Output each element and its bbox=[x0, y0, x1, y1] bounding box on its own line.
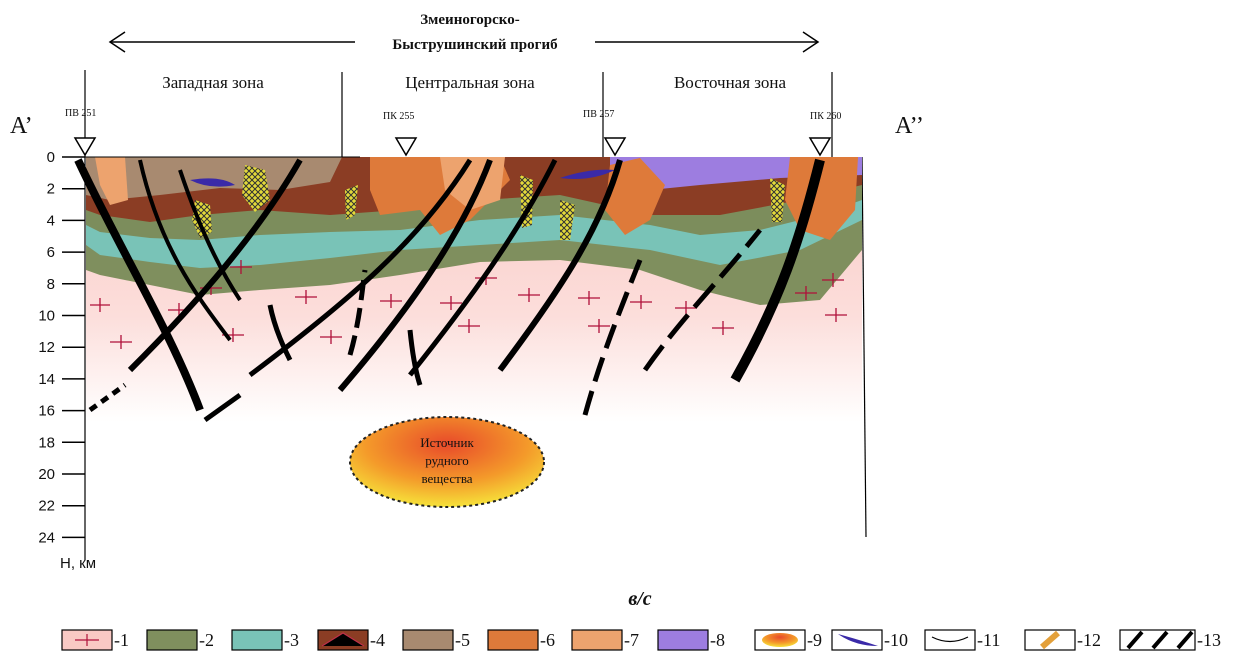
legend-label: -3 bbox=[284, 630, 299, 650]
axis-label: H, км bbox=[60, 555, 96, 572]
legend: -1 -2 -3 -4 -5 -6 -7 -8 -9 -10 -11 -12 -13 bbox=[114, 630, 1221, 650]
legend-label: -2 bbox=[199, 630, 214, 650]
tick-label: 8 bbox=[47, 276, 55, 293]
legend-label: -9 bbox=[807, 630, 822, 650]
station-label: ПК 260 bbox=[810, 111, 841, 122]
legend-label: -11 bbox=[977, 630, 1000, 650]
legend-label: -13 bbox=[1197, 630, 1221, 650]
source-label: вещества bbox=[421, 471, 472, 486]
legend-label: -8 bbox=[710, 630, 725, 650]
caption: в/с bbox=[628, 588, 651, 610]
tick-label: 2 bbox=[47, 181, 55, 198]
tick-label: 4 bbox=[47, 212, 55, 229]
source-label: Источник bbox=[420, 435, 474, 450]
legend-label: -4 bbox=[370, 630, 385, 650]
title-arrow bbox=[108, 31, 820, 53]
tick-label: 20 bbox=[38, 466, 55, 483]
tick-label: 18 bbox=[38, 434, 55, 451]
ore-source bbox=[349, 416, 545, 508]
tick-label: 14 bbox=[38, 371, 55, 388]
tick-label: 10 bbox=[38, 308, 55, 325]
station-label: ПК 255 bbox=[383, 111, 414, 122]
station-label: ПВ 251 bbox=[65, 108, 96, 119]
legend-label: -10 bbox=[884, 630, 908, 650]
tick-label: 0 bbox=[47, 149, 55, 166]
legend-label: -7 bbox=[624, 630, 639, 650]
tick-label: 24 bbox=[38, 529, 55, 546]
tick-label: 16 bbox=[38, 403, 55, 420]
profile-end: A’ bbox=[10, 113, 33, 139]
title: Быструшинский прогиб bbox=[392, 37, 557, 53]
legend-swatches bbox=[61, 629, 1196, 651]
zone-label: Западная зона bbox=[162, 73, 264, 92]
source-label: рудного bbox=[425, 453, 469, 468]
legend-label: -5 bbox=[455, 630, 470, 650]
profile-end: A’’ bbox=[895, 113, 924, 139]
geology bbox=[74, 156, 862, 423]
tick-label: 22 bbox=[38, 498, 55, 515]
station-markers bbox=[73, 137, 832, 157]
tick-label: 12 bbox=[38, 339, 55, 356]
zone-label: Центральная зона bbox=[405, 73, 535, 92]
legend-label: -6 bbox=[540, 630, 555, 650]
zone-label: Восточная зона bbox=[674, 73, 787, 92]
station-label: ПВ 257 bbox=[583, 109, 614, 120]
tick-label: 6 bbox=[47, 244, 55, 261]
legend-label: -12 bbox=[1077, 630, 1101, 650]
title: Змеиногорско- bbox=[420, 12, 519, 28]
legend-label: -1 bbox=[114, 630, 129, 650]
